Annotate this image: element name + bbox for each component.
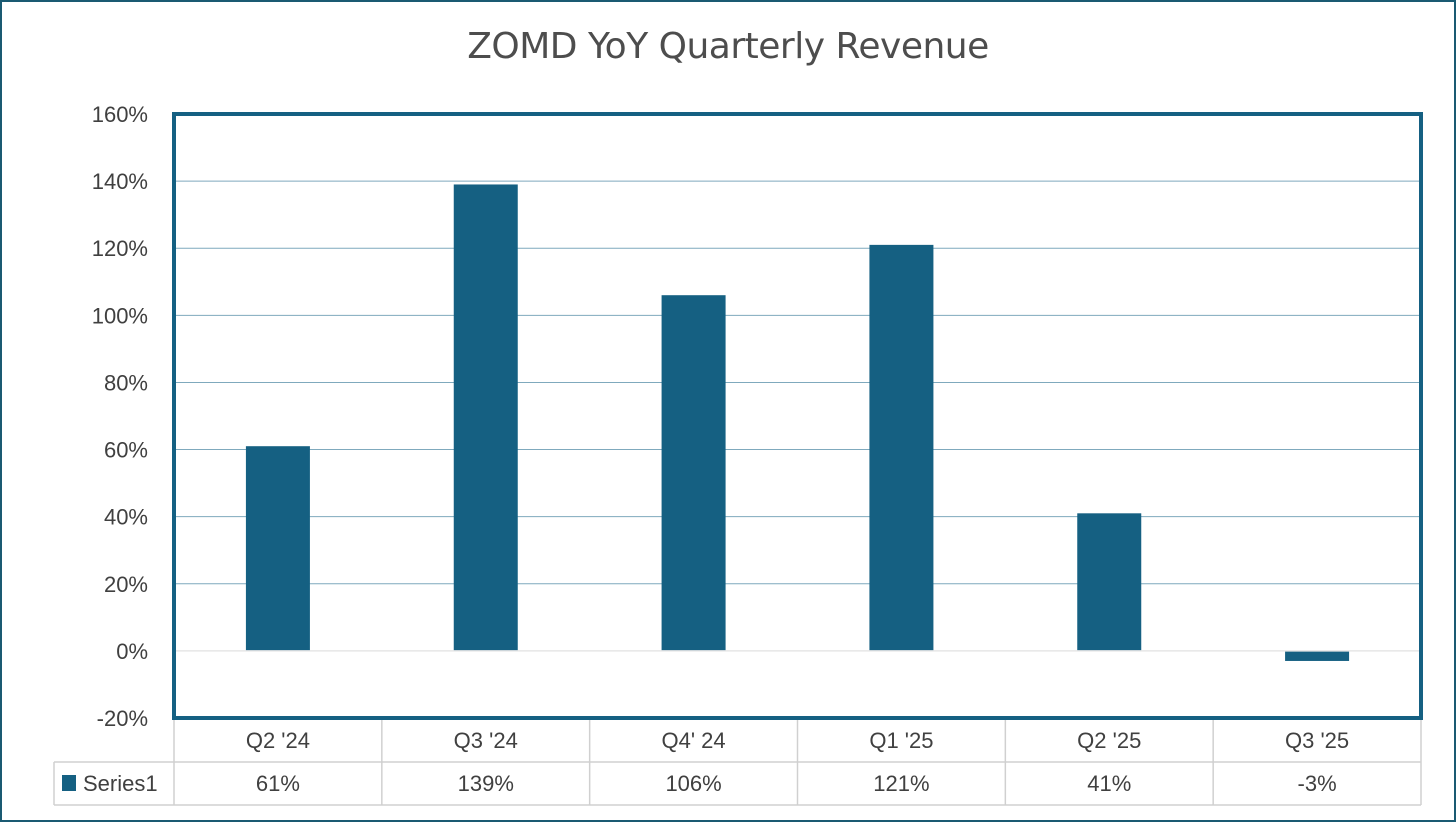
category-label: Q2 '25 <box>1077 728 1141 753</box>
bar <box>453 184 518 651</box>
category-label: Q2 '24 <box>246 728 310 753</box>
y-tick-label: 140% <box>92 169 148 194</box>
data-label: 41% <box>1087 771 1131 796</box>
data-label: 106% <box>665 771 721 796</box>
y-tick-label: 160% <box>92 102 148 127</box>
data-label: 139% <box>458 771 514 796</box>
data-table: Q2 '24 61% Q3 '24 139% Q4' 24 106% Q1 '25 121% Q… <box>53 720 1422 806</box>
bar <box>245 446 310 651</box>
y-tick-label: 40% <box>104 505 148 530</box>
data-label: 61% <box>256 771 300 796</box>
category-label: Q4' 24 <box>662 728 726 753</box>
data-label: 121% <box>873 771 929 796</box>
data-label: -3% <box>1298 771 1337 796</box>
bar <box>1285 650 1350 661</box>
y-tick-label: 80% <box>104 370 148 395</box>
plot-border <box>172 112 1423 720</box>
y-tick-label: 0% <box>116 639 148 664</box>
category-label: Q3 '25 <box>1285 728 1349 753</box>
category-label: Q3 '24 <box>454 728 518 753</box>
legend-key <box>62 775 76 791</box>
y-tick-label: 120% <box>92 236 148 261</box>
y-tick-label: 60% <box>104 438 148 463</box>
y-tick-label: -20% <box>97 706 148 731</box>
bar <box>1077 513 1142 651</box>
bars <box>245 184 1350 661</box>
plot-area-border <box>172 112 1423 720</box>
category-label: Q1 '25 <box>869 728 933 753</box>
legend-series-name: Series1 <box>83 771 158 796</box>
bar <box>661 295 726 651</box>
y-axis-ticks: -20% 0% 20% 40% 60% 80% 100% 120% 140% 160% <box>92 102 148 731</box>
bar <box>869 244 934 651</box>
y-tick-label: 20% <box>104 572 148 597</box>
y-tick-label: 100% <box>92 303 148 328</box>
gridlines <box>174 180 1421 585</box>
chart-title: ZOMD YoY Quarterly Revenue <box>467 26 989 67</box>
